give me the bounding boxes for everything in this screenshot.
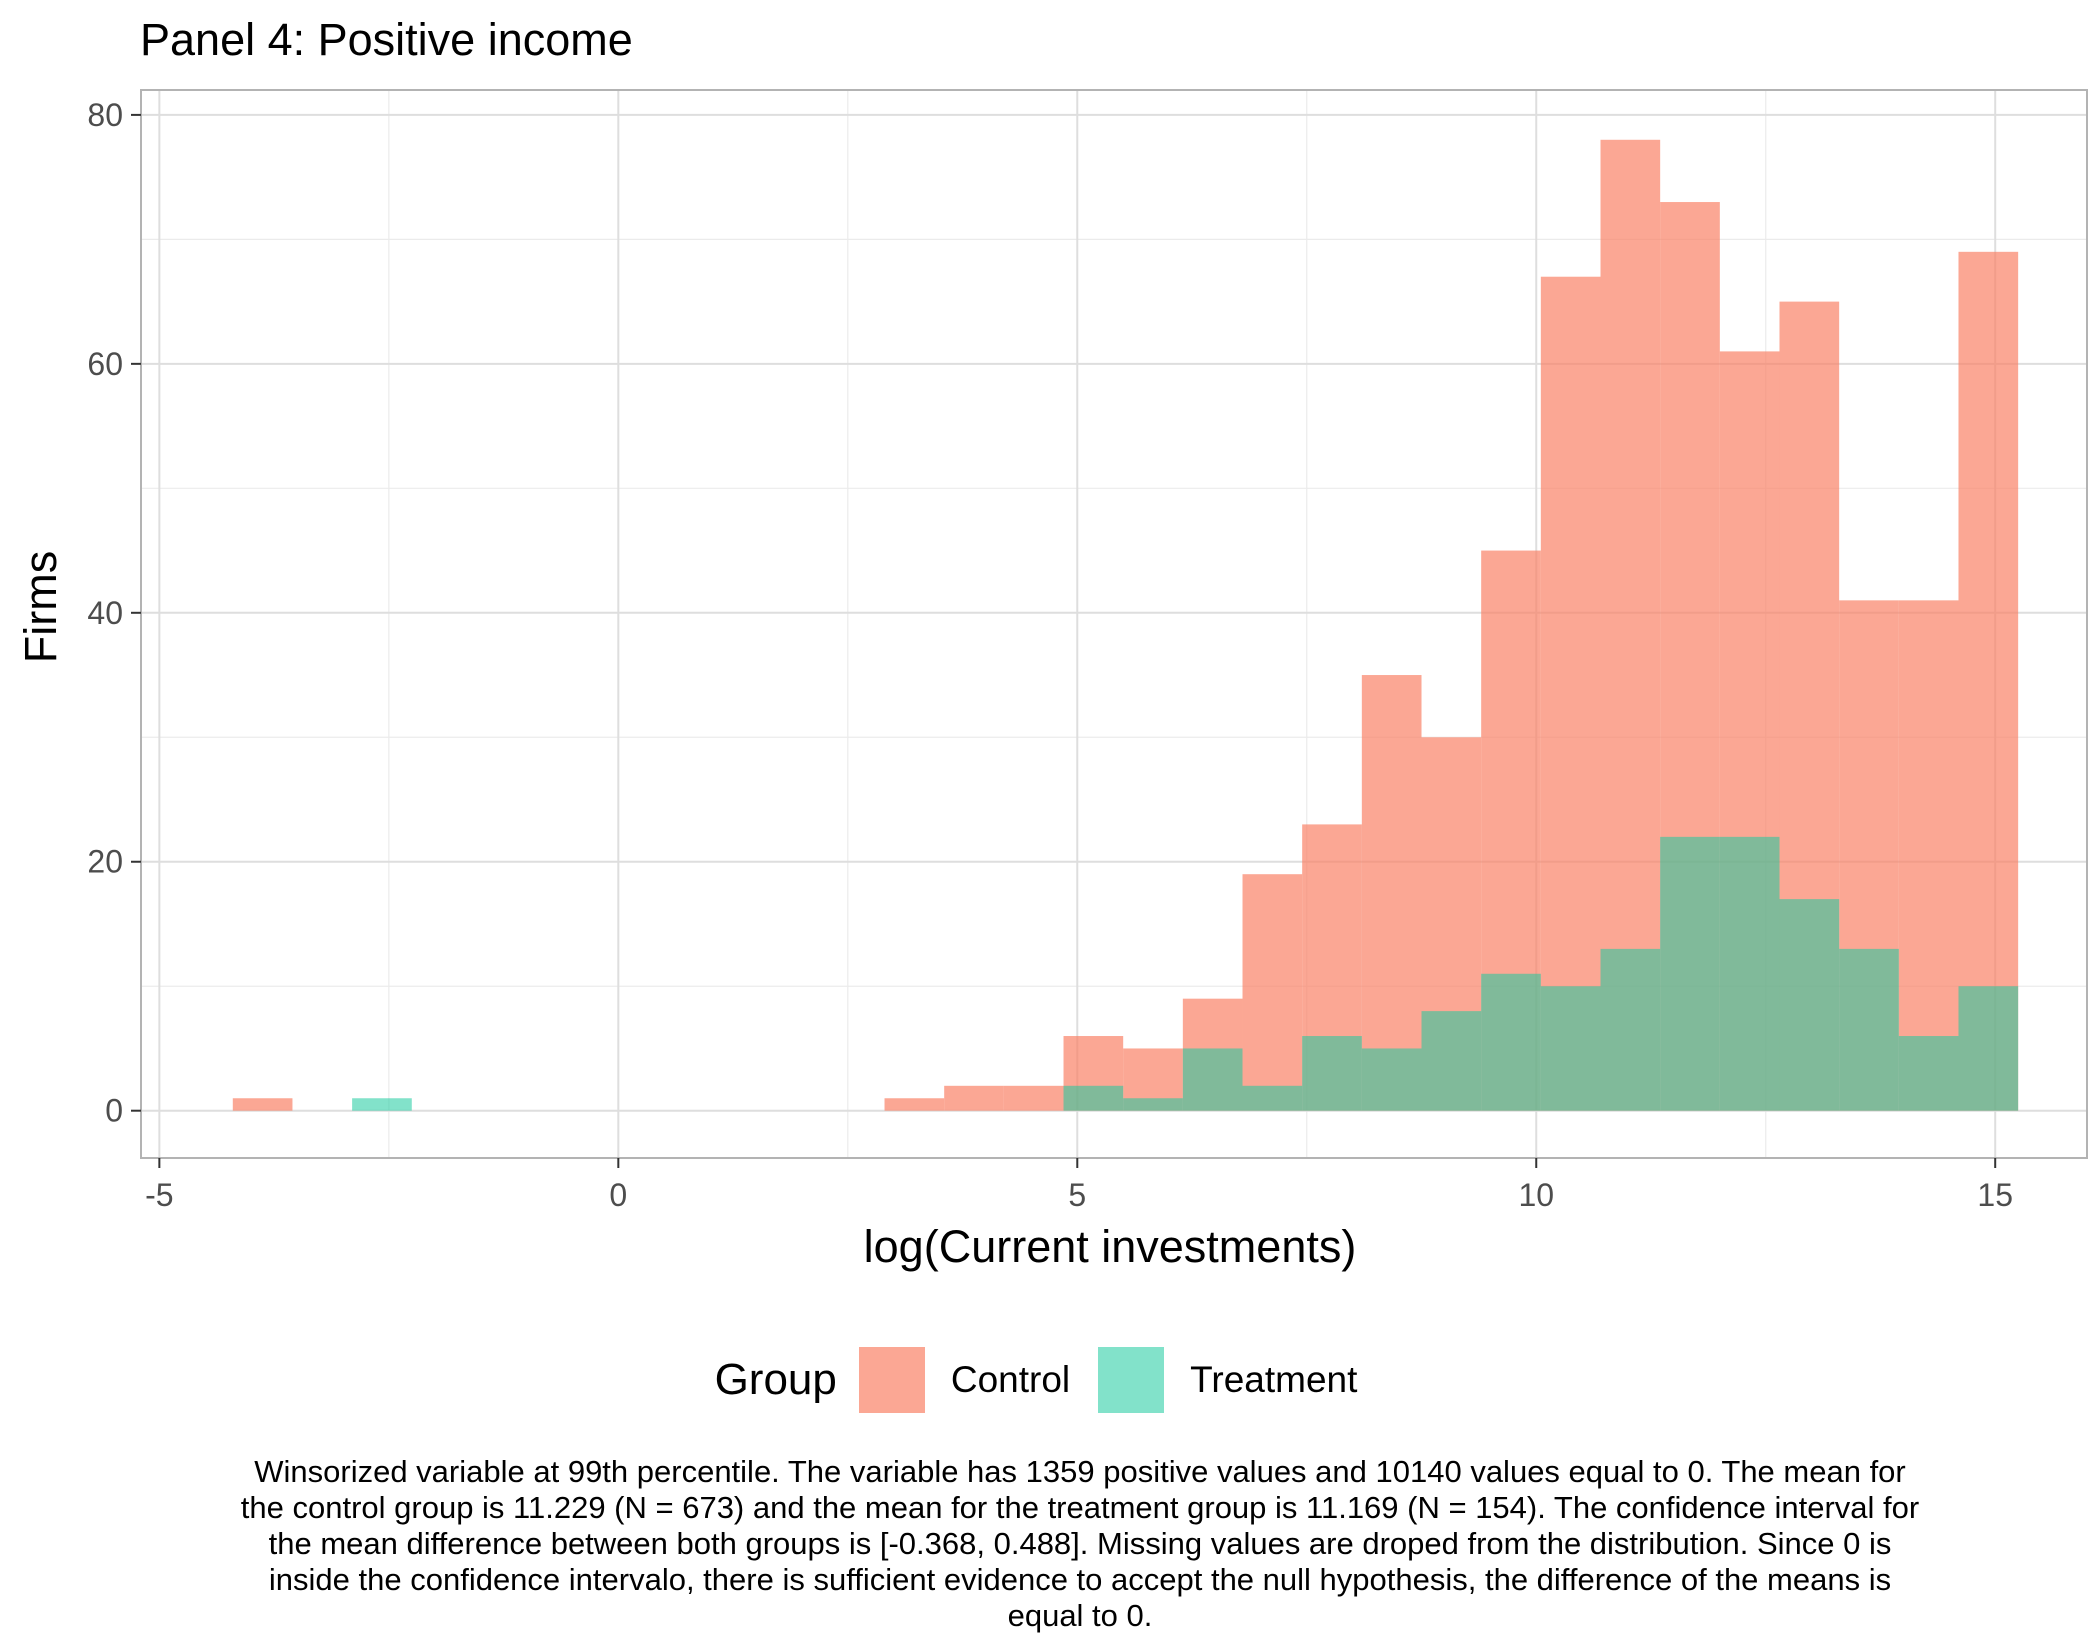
legend: Group Control Treatment <box>0 1330 2100 1430</box>
y-tick-label: 20 <box>87 844 123 880</box>
x-tick-label: 0 <box>609 1177 627 1213</box>
bar-treatment <box>1481 973 1541 1111</box>
y-tick-label: 40 <box>87 595 123 631</box>
y-tick-label: 0 <box>105 1093 123 1129</box>
bar-treatment <box>352 1098 412 1111</box>
bar-treatment <box>1600 948 1661 1111</box>
bar-control <box>944 1085 1004 1111</box>
y-tick-label: 80 <box>87 97 123 133</box>
legend-label-treatment: Treatment <box>1190 1359 1358 1400</box>
caption-note: Winsorized variable at 99th percentile. … <box>240 1454 1920 1633</box>
legend-key-treatment <box>1098 1347 1165 1413</box>
x-tick-label: 5 <box>1068 1177 1086 1213</box>
bar-treatment <box>1898 1036 1959 1111</box>
bar-treatment <box>1839 948 1899 1111</box>
histogram-bars <box>232 139 2019 1111</box>
bar-control <box>1003 1085 1064 1111</box>
bar-control <box>1242 874 1303 1111</box>
y-tick-label: 60 <box>87 346 123 382</box>
bar-treatment <box>1719 836 1780 1111</box>
bar-control <box>1898 600 1959 1111</box>
bar-control <box>232 1098 293 1111</box>
bar-treatment <box>1302 1036 1362 1111</box>
bar-treatment <box>1123 1098 1183 1111</box>
bar-control <box>884 1098 945 1111</box>
bar-treatment <box>1421 1011 1482 1111</box>
bar-treatment <box>1958 986 2019 1111</box>
histogram-plot: -5 0 5 10 15 0 20 40 60 80 log(Current investment… <box>15 89 2088 1272</box>
bar-treatment <box>1540 986 1601 1111</box>
bar-control <box>1361 675 1422 1111</box>
x-tick-label: 10 <box>1518 1177 1554 1213</box>
bar-treatment <box>1779 899 1840 1111</box>
bar-treatment <box>1182 1048 1243 1111</box>
legend-key-control <box>858 1347 925 1413</box>
x-tick-label: 15 <box>1977 1177 2013 1213</box>
bar-control <box>1540 276 1601 1111</box>
legend-title: Group <box>714 1355 837 1404</box>
legend-label-control: Control <box>950 1359 1071 1400</box>
x-tick-label: -5 <box>145 1177 173 1213</box>
chart-title: Panel 4: Positive income <box>140 14 633 65</box>
bar-control <box>1958 251 2019 1111</box>
panel-border <box>140 89 2088 1159</box>
bar-treatment <box>1660 836 1720 1111</box>
x-axis-label: log(Current investments) <box>864 1221 1357 1272</box>
y-axis-label: Firms <box>15 551 66 663</box>
bar-treatment <box>1063 1085 1124 1111</box>
bar-treatment <box>1242 1085 1303 1111</box>
axes: -5 0 5 10 15 0 20 40 60 80 <box>87 97 2013 1213</box>
bar-treatment <box>1361 1048 1422 1111</box>
